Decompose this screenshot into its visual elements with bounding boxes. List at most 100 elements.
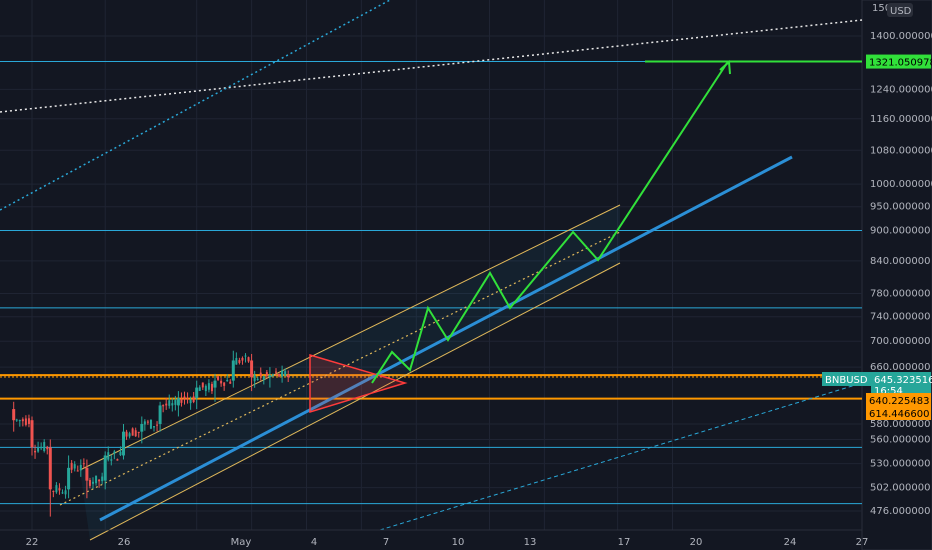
- candle-body: [262, 376, 265, 380]
- currency-label: USD: [890, 6, 912, 17]
- candle-body: [113, 451, 116, 454]
- x-axis-tick-label: 24: [784, 537, 797, 548]
- candle-body: [158, 405, 162, 424]
- x-axis-tick-label: 26: [118, 537, 131, 548]
- candle-body: [43, 442, 46, 452]
- candle-body: [180, 398, 183, 403]
- candle-body: [134, 430, 137, 437]
- support-2-tag-bg: [866, 406, 931, 420]
- candle-body: [183, 396, 186, 400]
- candle-body: [204, 385, 207, 392]
- candle-body: [213, 380, 217, 388]
- candle-body: [235, 357, 238, 365]
- candle-body: [223, 382, 226, 386]
- candle-body: [201, 382, 204, 388]
- candle-body: [128, 433, 131, 437]
- candle-body: [153, 426, 155, 428]
- candle-body: [156, 424, 159, 426]
- candle-body: [265, 372, 268, 377]
- candle-body: [15, 419, 18, 421]
- candle-body: [55, 485, 58, 493]
- candle-body: [116, 459, 119, 461]
- candle-body: [95, 475, 98, 484]
- x-axis-tick-label: 20: [690, 537, 703, 548]
- candle-body: [64, 490, 67, 495]
- currency-badge: [887, 3, 913, 17]
- support-1-tag: 640.225483: [869, 396, 929, 407]
- channel-lower-line: [89, 262, 621, 541]
- x-axis-tick-label: 10: [452, 537, 465, 548]
- candle-body: [244, 355, 247, 357]
- x-axis-tick-label: 17: [618, 537, 631, 548]
- candle-body: [24, 418, 27, 425]
- y-axis-tick-label: 660.000000: [870, 362, 930, 373]
- candle-body: [122, 431, 125, 456]
- support-1-tag-bg: [866, 393, 931, 407]
- candle-body: [146, 421, 149, 423]
- x-axis-tick-label: 13: [524, 537, 537, 548]
- candle-body: [250, 360, 254, 378]
- price-axis-panel: [861, 0, 932, 550]
- y-axis-tick-label: 780.000000: [870, 289, 930, 300]
- candle-body: [76, 470, 79, 472]
- y-axis-top-label: 1500: [872, 3, 897, 14]
- candle-body: [168, 400, 171, 406]
- candle-body: [189, 399, 192, 404]
- candle-body: [98, 479, 101, 482]
- candle-body: [238, 360, 241, 363]
- y-axis-tick-label: 1000.000000: [870, 179, 932, 190]
- candle-body: [171, 403, 174, 406]
- y-axis-tick-label: 900.000000: [870, 226, 930, 237]
- symbol-tag: BNBUSD: [825, 375, 868, 386]
- candle-body: [174, 400, 177, 405]
- candle-body: [229, 381, 232, 384]
- x-axis-tick-label: May: [231, 537, 252, 548]
- candle-body: [162, 405, 165, 407]
- y-axis-tick-label: 560.000000: [870, 434, 930, 445]
- y-axis-group: 1400.000000 1240.000000 1160.000000 1080.00…: [870, 3, 932, 517]
- support-2-tag: 614.446600: [869, 409, 929, 420]
- x-axis-tick-label: 4: [311, 537, 317, 548]
- x-axis-tick-label: 27: [856, 537, 869, 548]
- x-axis-tick-label: 22: [26, 537, 39, 548]
- candle-body: [165, 403, 168, 406]
- candle-body: [253, 374, 256, 382]
- candle-body: [286, 375, 290, 378]
- x-axis-group: 22 26 May 4 7 10 13 17 20 24 27: [26, 537, 869, 548]
- y-axis-tick-label: 950.000000: [870, 202, 930, 213]
- candle-body: [119, 451, 122, 456]
- candle-body: [58, 488, 61, 491]
- target-price-tag-bg: [866, 54, 931, 69]
- channel-upper-line: [79, 204, 621, 471]
- candles-group: [12, 350, 290, 517]
- candle-body: [92, 481, 94, 484]
- y-axis-tick-label: 1400.000000: [870, 31, 932, 42]
- candle-body: [198, 387, 201, 391]
- candle-body: [52, 490, 55, 492]
- candle-body: [140, 423, 144, 432]
- candle-body: [271, 374, 274, 376]
- candle-body: [247, 357, 250, 362]
- candle-body: [149, 419, 152, 429]
- candle-body: [137, 431, 140, 433]
- y-axis-tick-label: 740.000000: [870, 312, 930, 323]
- candle-body: [278, 373, 281, 377]
- candle-body: [34, 450, 37, 453]
- candle-body: [217, 376, 220, 380]
- y-axis-tick-label: 840.000000: [870, 256, 930, 267]
- candle-body: [18, 420, 21, 422]
- candle-body: [67, 467, 71, 490]
- y-axis-tick-label: 580.000000: [870, 419, 930, 430]
- candle-body: [110, 459, 113, 461]
- candle-body: [12, 409, 16, 421]
- candle-body: [30, 420, 34, 448]
- candle-body: [192, 396, 195, 403]
- projection-path: [371, 62, 728, 384]
- candle-body: [21, 419, 24, 422]
- channel-mid-dotted: [59, 231, 621, 506]
- current-price-tag: 645.323516: [874, 375, 932, 386]
- dotted-blue-line-upper: [0, 0, 391, 211]
- candle-body: [103, 455, 107, 481]
- candle-body: [268, 375, 272, 378]
